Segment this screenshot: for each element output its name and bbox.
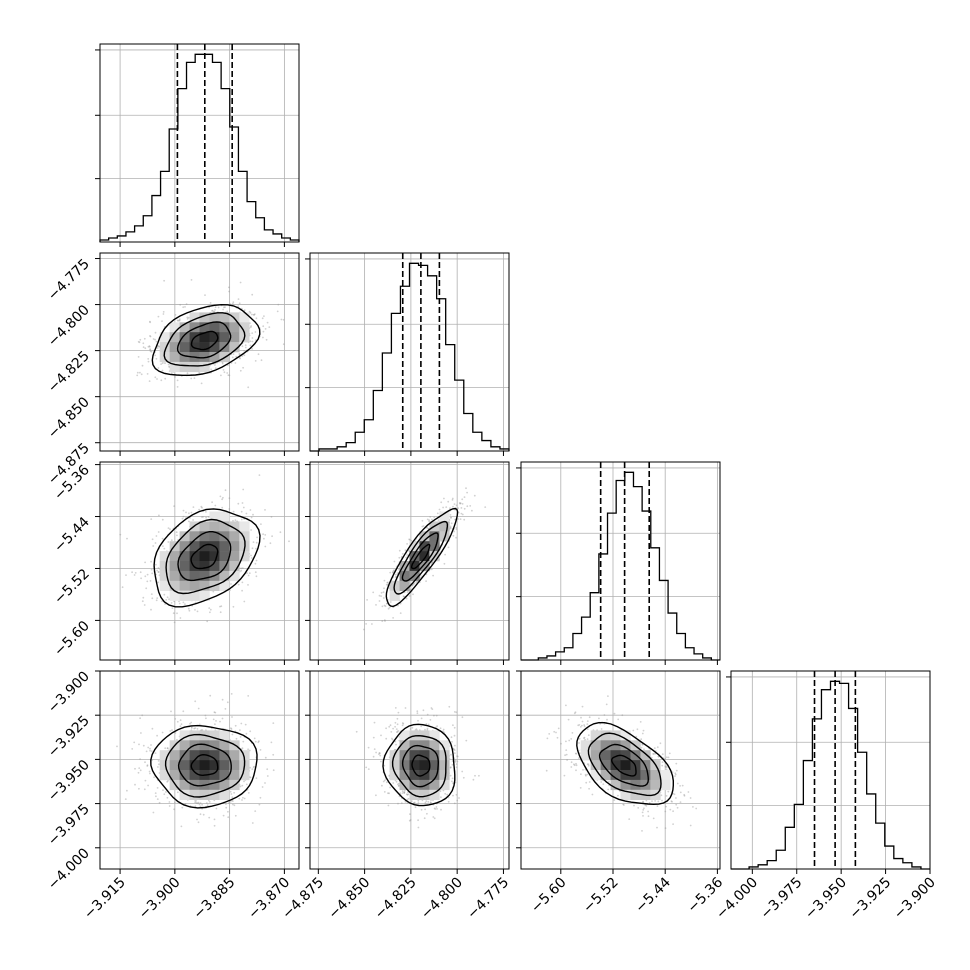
x-tick-label: −4.775	[464, 875, 512, 923]
x-tick-label: −3.900	[136, 875, 184, 923]
x-tick-label: −5.52	[580, 875, 622, 917]
contour-line	[393, 520, 449, 595]
contour-line	[177, 743, 232, 787]
y-tick-label: −4.775	[45, 256, 93, 304]
contour-line	[163, 312, 246, 367]
contour-line	[190, 543, 219, 570]
density-layer	[310, 462, 509, 660]
x-tick-label: −4.825	[372, 875, 420, 923]
x-tick-label: −3.950	[802, 875, 850, 923]
contour-line	[598, 743, 650, 787]
panel-frame	[309, 461, 510, 661]
density-layer	[310, 671, 509, 869]
scatter-panel-0-2	[95, 461, 300, 665]
x-tick-label: −4.850	[325, 875, 373, 923]
contour-line	[401, 744, 440, 788]
panel-frame	[99, 252, 300, 452]
x-tick-label: −3.885	[191, 875, 239, 923]
density-layer	[100, 462, 299, 660]
contour-line	[176, 321, 232, 359]
y-tick-label: −5.44	[51, 514, 93, 556]
y-tick-label: −3.975	[45, 801, 93, 849]
contour-line	[576, 722, 674, 806]
y-tick-label: −4.800	[45, 302, 93, 350]
panel-frame	[99, 461, 300, 661]
contour-line	[587, 732, 662, 797]
contour-line	[164, 733, 246, 798]
panel-frame	[520, 461, 721, 661]
scatter-panel-1-3	[305, 670, 510, 874]
y-tick-label: −3.900	[45, 669, 93, 717]
histogram-step-line	[310, 262, 510, 452]
histogram-panel-3	[726, 670, 931, 874]
histogram-step-line	[521, 471, 720, 661]
x-tick-label: −5.60	[528, 875, 570, 917]
x-tick-label: −3.915	[81, 875, 129, 923]
panel-frame	[309, 670, 510, 870]
y-tick-label: −5.60	[51, 618, 93, 660]
contour-line	[177, 531, 232, 582]
contour-line	[410, 543, 431, 570]
histogram-step-line	[731, 680, 930, 870]
contour-line	[610, 754, 637, 777]
density-layer	[521, 671, 720, 869]
contour-line	[150, 724, 258, 809]
histogram-panel-2	[516, 461, 721, 665]
panel-frame	[520, 670, 721, 870]
scatter-panel-0-1	[95, 252, 300, 456]
panel-frame	[99, 43, 300, 243]
density-layer	[100, 253, 299, 451]
histogram-step-line	[99, 53, 300, 242]
contour-line	[165, 518, 246, 595]
contour-line	[411, 754, 431, 777]
contour-line	[190, 753, 219, 777]
contour-line	[385, 507, 459, 608]
scatter-panel-2-3	[516, 670, 721, 874]
y-tick-label: −3.950	[45, 757, 93, 805]
density-layer	[100, 671, 299, 869]
y-tick-label: −5.52	[51, 566, 93, 608]
contour-line	[151, 303, 261, 376]
contour-line	[401, 532, 439, 582]
panel-frame	[99, 670, 300, 870]
x-tick-label: −5.44	[632, 874, 674, 916]
contour-line	[153, 508, 261, 608]
contour-line	[391, 734, 447, 798]
x-tick-label: −4.800	[418, 875, 466, 923]
panel-frame	[730, 670, 931, 870]
scatter-panel-1-2	[305, 461, 510, 665]
histogram-panel-0	[95, 43, 300, 247]
y-tick-label: −4.000	[45, 845, 93, 893]
y-tick-label: −4.825	[45, 348, 93, 396]
x-tick-label: −3.925	[846, 875, 894, 923]
scatter-panel-0-3	[95, 670, 300, 874]
contour-line	[382, 723, 456, 807]
histogram-panel-1	[305, 252, 510, 456]
x-tick-label: −3.975	[758, 875, 806, 923]
contour-line	[190, 330, 219, 351]
x-tick-label: −3.900	[891, 875, 939, 923]
y-tick-label: −4.850	[45, 394, 93, 442]
y-tick-label: −3.925	[45, 713, 93, 761]
panel-frame	[309, 252, 510, 452]
